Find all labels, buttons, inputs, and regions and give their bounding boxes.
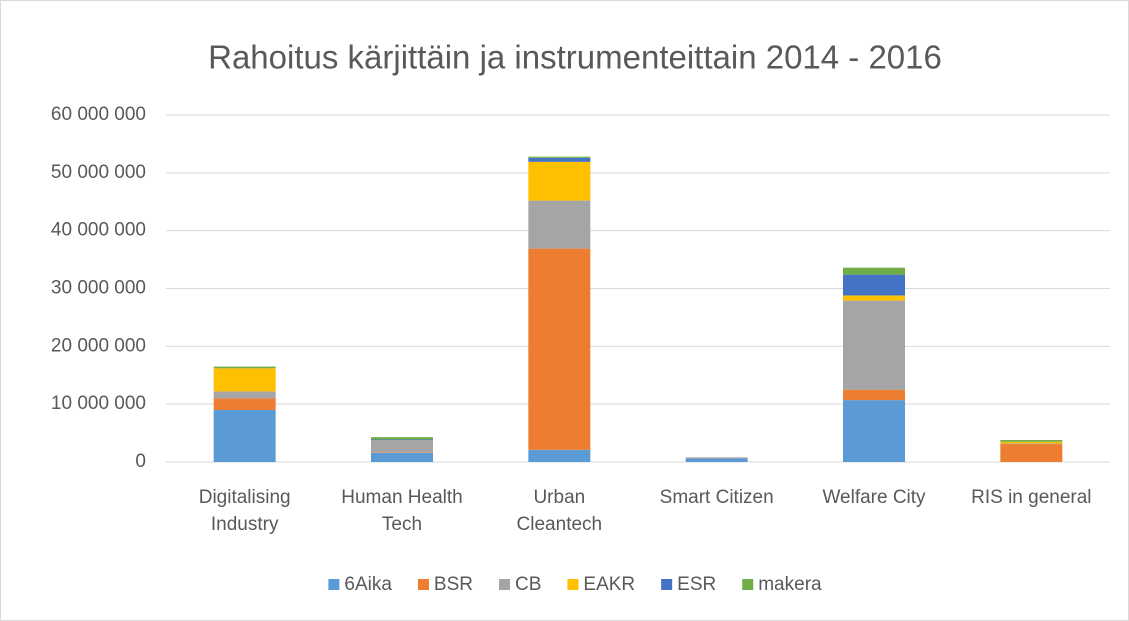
y-tick-label: 50 000 000: [51, 162, 146, 183]
bar-segment: [213, 409, 276, 462]
y-tick-label: 20 000 000: [51, 335, 146, 356]
x-tick-label: Smart Citizen: [660, 487, 774, 508]
bar-segment: [843, 300, 905, 390]
bar-segment: [1000, 444, 1063, 462]
bar-segment: [1000, 443, 1063, 445]
legend-label: 6Aika: [344, 574, 392, 595]
bar-segment: [213, 368, 276, 392]
bar-segment: [213, 391, 276, 399]
bar-segment: [528, 157, 591, 162]
bar-segment: [528, 200, 591, 249]
legend-swatch: [328, 579, 340, 590]
x-tick-label: Human Health Tech: [341, 487, 462, 535]
bar-segment: [371, 440, 433, 453]
y-tick-label: 30 000 000: [51, 278, 146, 299]
bar-segment: [213, 366, 276, 369]
bar-segment: [685, 458, 748, 462]
bar-segment: [1000, 441, 1063, 444]
legend-label: BSR: [434, 574, 473, 595]
y-tick-label: 60 000 000: [51, 104, 146, 125]
legend-label: CB: [515, 574, 541, 595]
chart-title: Rahoitus kärjittäin ja instrumenteittain…: [208, 39, 942, 76]
bar-segment: [371, 452, 433, 453]
bar-segment: [371, 439, 433, 441]
bar-segment: [528, 449, 591, 462]
bar-segment: [371, 437, 433, 440]
legend-swatch: [499, 579, 511, 590]
bar-segment: [528, 248, 591, 450]
legend-swatch: [417, 579, 429, 590]
bar-segment: [528, 156, 591, 158]
legend-label: makera: [758, 574, 822, 595]
legend-swatch: [742, 579, 754, 590]
legend-label: EAKR: [583, 574, 635, 595]
x-tick-label: Digitalising Industry: [199, 487, 291, 535]
bar-segment: [213, 398, 276, 410]
bar-segment: [843, 274, 905, 296]
y-tick-label: 10 000 000: [51, 393, 146, 414]
bar-segment: [843, 389, 905, 401]
legend-swatch: [567, 579, 579, 590]
bar-segment: [685, 457, 748, 459]
bar-segment: [371, 452, 433, 462]
bar-segment: [843, 267, 905, 275]
x-tick-label: Welfare City: [822, 487, 926, 508]
x-tick-label: Urban Cleantech: [517, 487, 603, 535]
y-tick-label: 0: [135, 451, 146, 472]
legend-swatch: [661, 579, 673, 590]
legend-label: ESR: [677, 574, 716, 595]
y-tick-label: 40 000 000: [51, 220, 146, 241]
bar-segment: [843, 400, 905, 462]
bar-segment: [843, 295, 905, 301]
x-tick-label: RIS in general: [971, 487, 1091, 508]
bar-segment: [528, 161, 591, 201]
bar-segment: [1000, 440, 1063, 442]
